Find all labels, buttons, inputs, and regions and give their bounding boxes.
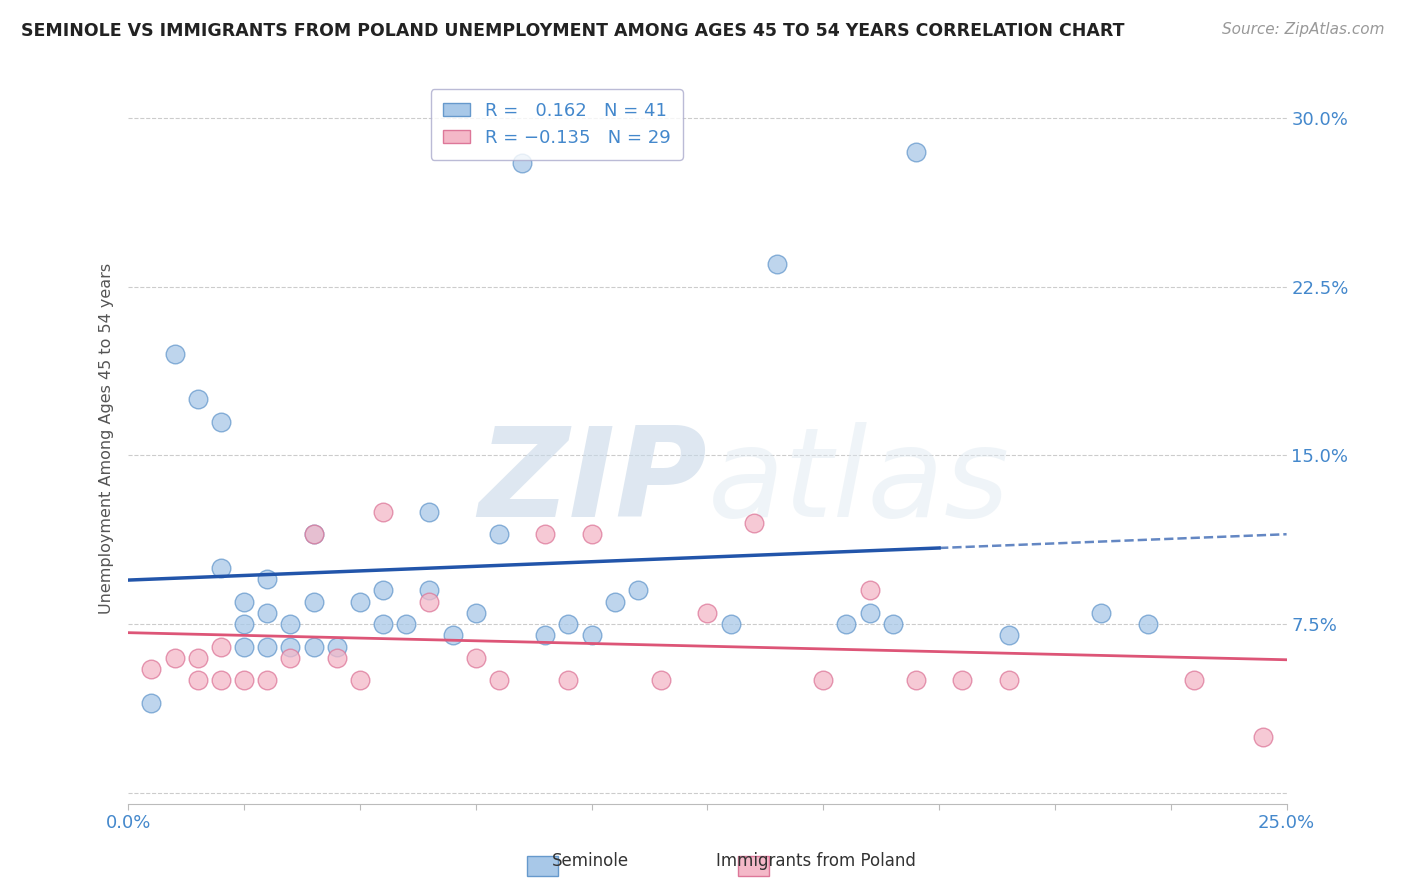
Point (858, 606, 880, 620)
Point (950, 673, 973, 688)
Point (371, 617, 394, 632)
Point (813, 673, 835, 688)
Point (302, 640, 325, 654)
Point (581, 628, 603, 642)
Point (233, 617, 256, 632)
Point (187, 392, 209, 406)
Point (858, 583, 880, 598)
Point (488, 673, 510, 688)
Point (302, 527, 325, 541)
Y-axis label: Unemployment Among Ages 45 to 54 years: Unemployment Among Ages 45 to 54 years (100, 263, 114, 614)
Point (302, 594, 325, 608)
Point (1182, 673, 1205, 688)
Point (163, 650, 186, 665)
Point (163, 347, 186, 361)
Point (395, 617, 418, 632)
Point (441, 628, 464, 642)
Text: SEMINOLE VS IMMIGRANTS FROM POLAND UNEMPLOYMENT AMONG AGES 45 TO 54 YEARS CORREL: SEMINOLE VS IMMIGRANTS FROM POLAND UNEMP… (21, 22, 1125, 40)
Point (882, 617, 904, 632)
Text: Source: ZipAtlas.com: Source: ZipAtlas.com (1222, 22, 1385, 37)
Point (650, 673, 672, 688)
Point (904, 673, 927, 688)
Text: ZIP: ZIP (478, 422, 707, 543)
Point (1136, 617, 1159, 632)
Point (280, 617, 302, 632)
Point (534, 628, 557, 642)
Point (510, 156, 533, 170)
Point (233, 640, 256, 654)
Point (233, 673, 256, 688)
Point (997, 628, 1019, 642)
Point (627, 583, 650, 598)
Point (696, 606, 718, 620)
Point (280, 650, 302, 665)
Point (326, 650, 349, 665)
Point (371, 583, 394, 598)
Point (233, 594, 256, 608)
Point (904, 145, 927, 159)
Point (534, 527, 557, 541)
Point (349, 594, 371, 608)
Point (997, 673, 1019, 688)
Point (488, 527, 510, 541)
Point (835, 617, 858, 632)
Point (280, 640, 302, 654)
Point (187, 650, 209, 665)
Point (209, 640, 232, 654)
Point (371, 505, 394, 519)
Point (209, 415, 232, 429)
Point (418, 505, 440, 519)
Point (256, 640, 278, 654)
Text: Seminole: Seminole (553, 852, 628, 870)
Point (256, 673, 278, 688)
Point (326, 640, 349, 654)
Point (557, 617, 579, 632)
Point (603, 594, 626, 608)
Point (256, 606, 278, 620)
Point (209, 673, 232, 688)
Point (209, 561, 232, 575)
Point (418, 594, 440, 608)
Legend: R =   0.162   N = 41, R = −0.135   N = 29: R = 0.162 N = 41, R = −0.135 N = 29 (430, 89, 683, 160)
Point (141, 696, 163, 710)
Point (581, 527, 603, 541)
Point (141, 662, 163, 676)
Point (256, 572, 278, 586)
Text: atlas: atlas (707, 422, 1010, 543)
Point (742, 516, 765, 530)
Point (766, 257, 789, 271)
Point (418, 583, 440, 598)
Point (1253, 730, 1275, 744)
Point (187, 673, 209, 688)
Point (464, 606, 486, 620)
Point (302, 527, 325, 541)
Point (557, 673, 579, 688)
Text: Immigrants from Poland: Immigrants from Poland (716, 852, 915, 870)
Point (464, 650, 486, 665)
Point (1090, 606, 1112, 620)
Point (720, 617, 742, 632)
Point (349, 673, 371, 688)
